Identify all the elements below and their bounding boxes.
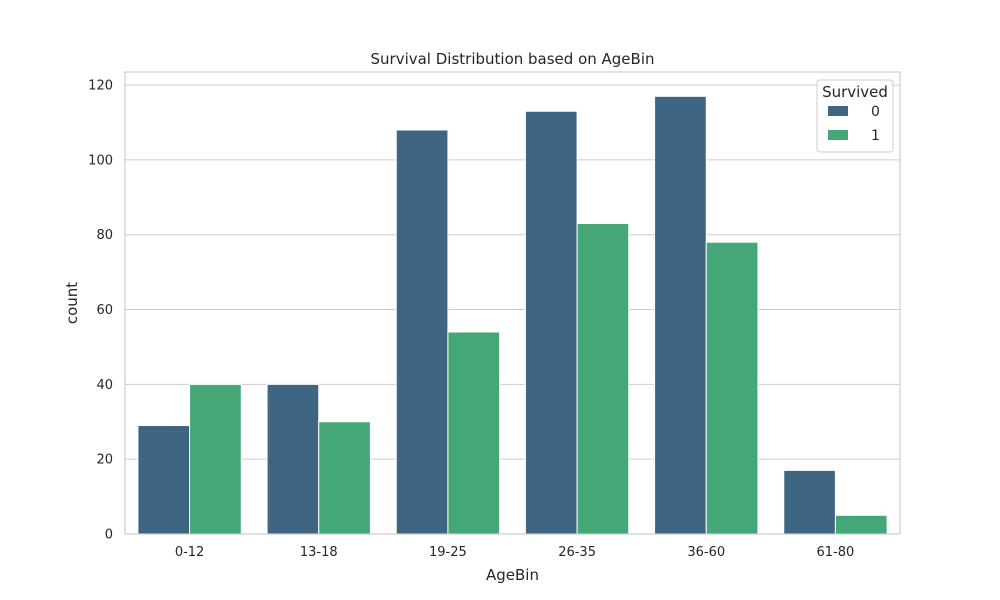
plot-frame <box>124 71 901 535</box>
x-tick-label: 36-60 <box>687 545 725 560</box>
x-tick-label: 19-25 <box>429 545 467 560</box>
y-tick-label: 20 <box>96 453 113 468</box>
bar-19-25-survived-1 <box>447 331 501 535</box>
y-tick-label: 80 <box>96 228 113 243</box>
chart-title: Survival Distribution based on AgeBin <box>371 50 655 68</box>
bar-13-18-survived-0 <box>266 383 320 535</box>
legend: Survived 0 1 <box>816 79 894 153</box>
bar-13-18-survived-1 <box>318 421 371 535</box>
bar-0-12-survived-0 <box>137 425 191 535</box>
x-tick-label: 13-18 <box>300 545 338 560</box>
bar-19-25-survived-0 <box>395 129 449 535</box>
y-tick-label: 40 <box>96 378 113 393</box>
bar-26-35-survived-0 <box>524 110 578 535</box>
legend-label-survived-0: 0 <box>871 104 880 120</box>
bar-61-80-survived-0 <box>783 469 836 535</box>
bar-61-80-survived-1 <box>834 514 888 535</box>
x-tick-label: 0-12 <box>175 545 205 560</box>
x-axis-label: AgeBin <box>486 566 539 584</box>
x-tick-label: 61-80 <box>817 545 855 560</box>
y-tick-labels: 0 20 40 60 80 100 120 <box>88 79 113 543</box>
y-tick-label: 100 <box>88 153 113 168</box>
y-tick-label: 120 <box>88 79 113 94</box>
legend-swatch-survived-0 <box>828 106 848 116</box>
bar-0-12-survived-1 <box>189 383 242 535</box>
legend-label-survived-1: 1 <box>871 128 880 144</box>
bar-36-60-survived-0 <box>654 95 707 535</box>
y-tick-label: 0 <box>105 528 113 543</box>
legend-swatch-survived-1 <box>828 130 848 140</box>
legend-title: Survived <box>822 83 888 101</box>
x-tick-label: 26-35 <box>558 545 596 560</box>
y-tick-label: 60 <box>96 303 113 318</box>
bar-26-35-survived-1 <box>576 223 630 535</box>
bar-36-60-survived-1 <box>705 241 759 535</box>
x-tick-labels: 0-12 13-18 19-25 26-35 36-60 61-80 <box>175 545 854 560</box>
y-axis-label: count <box>63 282 81 324</box>
